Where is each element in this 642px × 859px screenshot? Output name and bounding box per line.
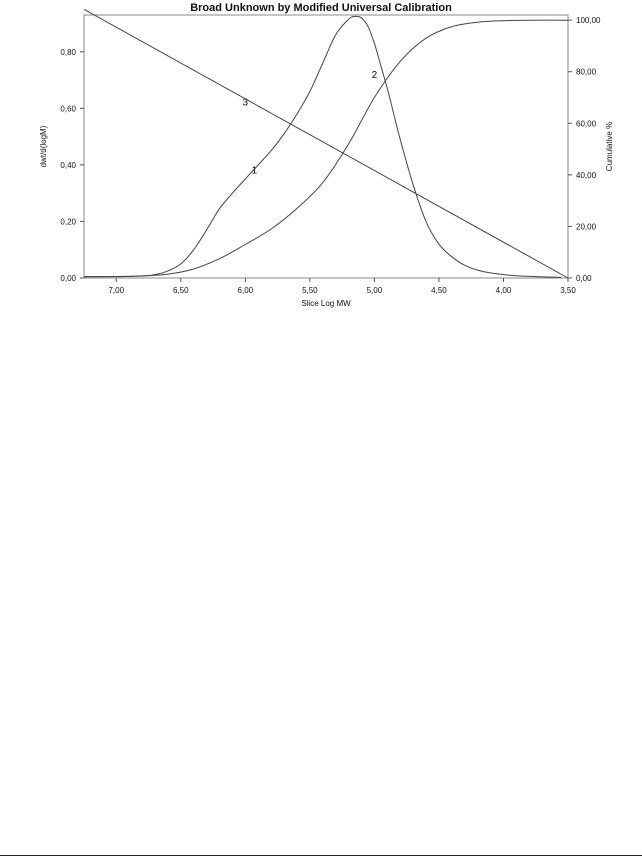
y-right-tick-label: 80,00 [576,68,597,77]
x-axis-label: Slice Log MW [301,299,351,308]
x-tick-label: 3,50 [560,286,576,295]
y-left-tick-label: 0,40 [60,161,76,170]
page-bottom-rule [0,855,642,856]
x-tick-label: 5,00 [367,286,383,295]
y-left-tick-label: 0,00 [60,274,76,283]
chart-figure: Broad Unknown by Modified Universal Cali… [0,0,642,330]
x-tick-label: 4,00 [496,286,512,295]
series-line-3 [83,8,569,279]
series-label-2: 2 [372,70,378,81]
x-tick-label: 5,50 [302,286,318,295]
x-tick-label: 4,50 [431,286,447,295]
y-left-axis-label: dwt/d(logM) [39,125,48,167]
y-left-tick-label: 0,60 [60,104,76,113]
y-right-tick-label: 100,00 [576,16,601,25]
y-left-tick-label: 0,20 [60,217,76,226]
y-right-tick-label: 40,00 [576,171,597,180]
y-right-tick-label: 0,00 [576,274,592,283]
x-tick-label: 6,00 [238,286,254,295]
y-right-tick-label: 20,00 [576,222,597,231]
series-label-3: 3 [243,97,249,108]
x-tick-label: 6,50 [173,286,189,295]
y-right-axis-label: Cumulative % [605,122,614,171]
y-left-tick-label: 0,80 [60,48,76,57]
x-tick-label: 7,00 [108,286,124,295]
series-line-2 [83,19,569,278]
y-right-tick-label: 60,00 [576,119,597,128]
series-label-1: 1 [252,165,258,176]
chart-title: Broad Unknown by Modified Universal Cali… [190,2,452,14]
plot-frame [83,14,569,279]
chart-svg: Broad Unknown by Modified Universal Cali… [39,2,614,308]
series-line-1 [83,15,562,278]
